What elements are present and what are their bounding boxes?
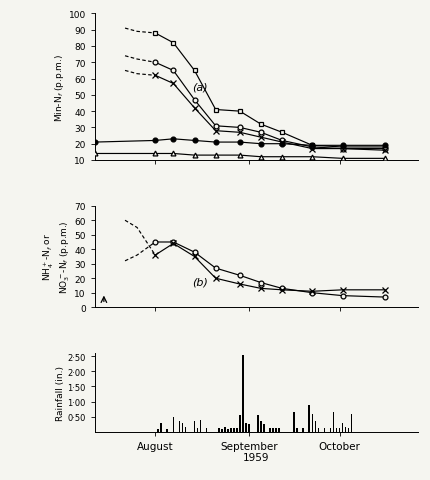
Bar	[199, 420, 201, 432]
Bar	[302, 428, 304, 432]
Bar	[160, 423, 162, 432]
Bar	[260, 421, 261, 432]
Bar	[233, 428, 234, 432]
Bar	[257, 415, 258, 432]
Y-axis label: NH$_4^+$-N$_f$ or
NO$_3^-$-N$_f$ (p.p.m.): NH$_4^+$-N$_f$ or NO$_3^-$-N$_f$ (p.p.m.…	[42, 220, 71, 294]
Bar	[236, 428, 237, 432]
Bar	[245, 423, 246, 432]
Bar	[329, 428, 331, 432]
Bar	[178, 421, 180, 432]
Bar	[248, 424, 249, 432]
Bar	[242, 355, 243, 432]
Bar	[172, 417, 174, 432]
Bar	[217, 428, 219, 432]
Bar	[341, 423, 343, 432]
Bar	[229, 428, 231, 432]
Bar	[311, 414, 313, 432]
Bar	[220, 429, 222, 432]
Text: (a): (a)	[191, 83, 207, 93]
Text: (b): (b)	[191, 277, 207, 287]
Bar	[308, 405, 310, 432]
Bar	[269, 428, 270, 432]
Bar	[196, 428, 198, 432]
Bar	[181, 423, 183, 432]
Bar	[347, 428, 349, 432]
Bar	[296, 428, 298, 432]
Bar	[205, 428, 207, 432]
X-axis label: 1959: 1959	[243, 452, 269, 462]
Bar	[314, 421, 316, 432]
Bar	[335, 428, 337, 432]
Bar	[223, 428, 225, 432]
Bar	[157, 429, 159, 432]
Bar	[323, 428, 325, 432]
Bar	[350, 414, 352, 432]
Bar	[239, 415, 240, 432]
Bar	[293, 412, 295, 432]
Bar	[338, 428, 340, 432]
Bar	[317, 428, 319, 432]
Bar	[193, 421, 195, 432]
Y-axis label: Rainfall (in.): Rainfall (in.)	[55, 365, 64, 420]
Bar	[275, 428, 276, 432]
Bar	[272, 428, 273, 432]
Bar	[166, 429, 168, 432]
Bar	[332, 412, 334, 432]
Bar	[278, 428, 279, 432]
Bar	[184, 428, 186, 432]
Y-axis label: Min-N$_f$ (p.p.m.): Min-N$_f$ (p.p.m.)	[52, 54, 66, 121]
Bar	[263, 424, 264, 432]
Bar	[226, 429, 228, 432]
Bar	[344, 428, 346, 432]
